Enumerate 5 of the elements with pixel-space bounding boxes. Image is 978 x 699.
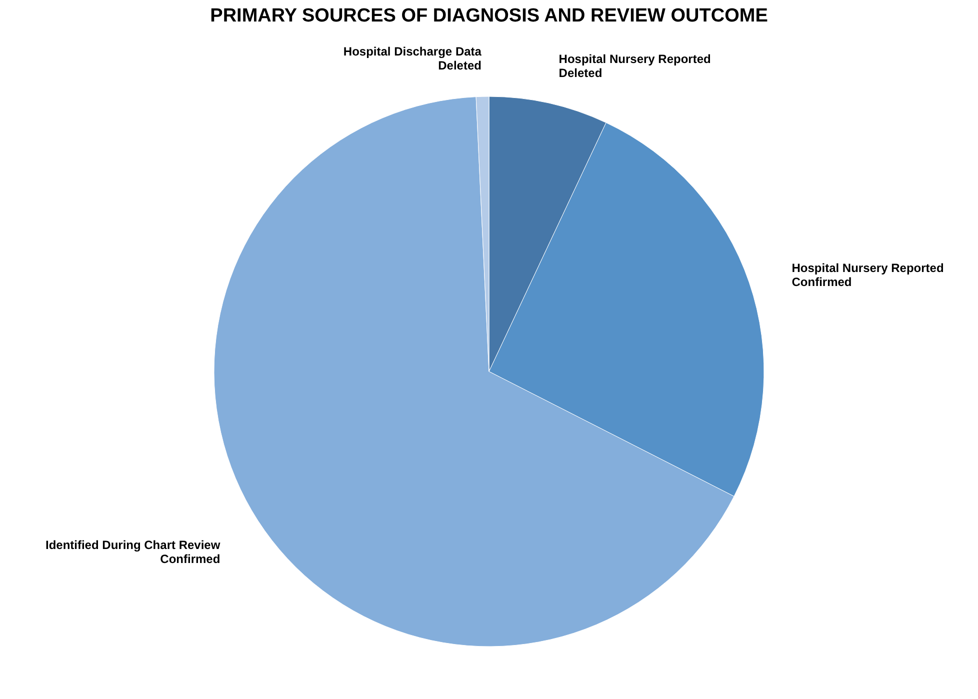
chart-title: PRIMARY SOURCES OF DIAGNOSIS AND REVIEW OUTCOME	[210, 6, 768, 27]
slice-label: Hospital Nursery Reported Confirmed	[792, 260, 944, 289]
slice-label: Hospital Nursery Reported Deleted	[558, 52, 711, 80]
slice-label: Identified During Chart Review Confirmed	[45, 538, 221, 566]
slice-label: Hospital Discharge Data Deleted	[343, 44, 482, 73]
